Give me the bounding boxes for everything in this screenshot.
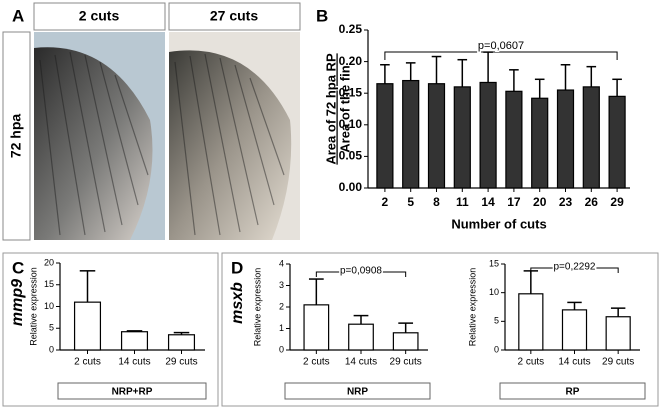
bar	[505, 90, 523, 189]
row-header-box	[2, 31, 31, 241]
x-tick-label: 29 cuts	[165, 357, 197, 368]
y-axis-label: Relative expression	[467, 268, 477, 347]
x-tick-label: 14 cuts	[558, 357, 590, 368]
gene-label: msxb	[229, 282, 246, 324]
bar	[376, 83, 394, 189]
x-tick-label: 20	[533, 195, 547, 209]
y-tick-label: 0	[49, 344, 54, 354]
bar	[348, 323, 374, 351]
significance-bracket	[315, 271, 407, 277]
y-axis-label: Area of the fin	[337, 65, 352, 152]
bar	[561, 309, 588, 351]
x-tick-label: 2 cuts	[74, 357, 101, 368]
y-tick-label: 0.25	[339, 22, 363, 36]
group-label: NRP+RP	[112, 387, 153, 398]
panel-label: C	[12, 258, 24, 277]
y-tick-label: 0.10	[339, 117, 363, 131]
y-axis-label: Relative expression	[28, 267, 38, 346]
y-tick-label: 15	[489, 258, 499, 268]
x-tick-label: 23	[559, 195, 573, 209]
x-tick-label: 26	[585, 195, 599, 209]
bar	[392, 332, 419, 351]
bar	[120, 331, 149, 351]
x-tick-label: 29 cuts	[602, 357, 634, 368]
y-tick-label: 5	[49, 323, 54, 333]
column-header: 2 cuts	[79, 8, 120, 24]
x-axis-label: Number of cuts	[451, 216, 546, 231]
y-tick-label: 0.05	[339, 149, 363, 163]
row-header: 72 hpa	[8, 114, 24, 159]
bar	[479, 81, 497, 189]
x-tick-label: 8	[433, 195, 440, 209]
y-tick-label: 0	[279, 344, 284, 354]
x-tick-label: 2	[382, 195, 389, 209]
y-tick-label: 20	[44, 257, 54, 267]
bar	[608, 95, 626, 189]
column-header-box	[168, 2, 301, 31]
group-label: RP	[566, 387, 580, 398]
significance-bracket	[530, 267, 619, 273]
panel-label: B	[316, 6, 328, 25]
y-axis-label: Relative expression	[252, 268, 262, 347]
bar	[582, 86, 600, 189]
x-tick-label: 29	[610, 195, 624, 209]
bar	[518, 293, 544, 351]
x-tick-label: 5	[407, 195, 414, 209]
column-header-box	[33, 2, 166, 31]
significance-bracket	[384, 51, 618, 60]
x-tick-label: 2 cuts	[303, 357, 330, 368]
bar	[303, 304, 330, 351]
y-tick-label: 1	[279, 323, 284, 333]
panel-label: D	[231, 258, 243, 277]
bar	[531, 97, 549, 189]
significance-label: p=0,0908	[340, 266, 382, 277]
x-tick-label: 2 cuts	[517, 357, 544, 368]
bar	[605, 316, 631, 351]
group-box	[57, 382, 207, 400]
group-box	[284, 382, 431, 400]
gene-label: mmp9	[9, 279, 26, 326]
y-tick-label: 10	[44, 301, 54, 311]
group-box	[499, 382, 646, 400]
bar	[453, 86, 471, 189]
y-tick-label: 10	[489, 287, 499, 297]
fin-rays	[39, 51, 285, 236]
y-tick-label: 2	[279, 301, 284, 311]
x-tick-label: 14 cuts	[118, 357, 150, 368]
significance-label: p=0,2292	[554, 262, 596, 273]
x-tick-label: 14	[481, 195, 495, 209]
y-tick-label: 15	[44, 279, 54, 289]
bar	[402, 79, 420, 189]
fin	[34, 47, 153, 240]
fin	[169, 50, 292, 240]
x-tick-label: 14 cuts	[345, 357, 377, 368]
panel-label: A	[12, 6, 24, 25]
x-tick-label: 11	[456, 195, 469, 209]
y-tick-label: 4	[279, 258, 284, 268]
y-tick-label: 0.20	[339, 54, 363, 68]
panel-box	[221, 252, 659, 407]
bar	[556, 89, 575, 189]
y-tick-label: 5	[494, 316, 499, 326]
significance-label: p=0,0607	[478, 40, 524, 52]
bar	[427, 83, 446, 189]
y-tick-label: 0.00	[339, 180, 363, 194]
group-label: NRP	[347, 387, 368, 398]
y-tick-label: 3	[279, 280, 284, 290]
y-tick-label: 0	[494, 344, 499, 354]
bar	[73, 301, 102, 351]
bar	[167, 334, 196, 351]
x-tick-label: 17	[507, 195, 521, 209]
column-header: 27 cuts	[210, 8, 258, 24]
x-tick-label: 29 cuts	[390, 357, 422, 368]
y-axis-label: Area of 72 hpa RP	[323, 53, 338, 165]
y-tick-label: 0.15	[339, 85, 363, 99]
panel-box	[2, 252, 219, 407]
